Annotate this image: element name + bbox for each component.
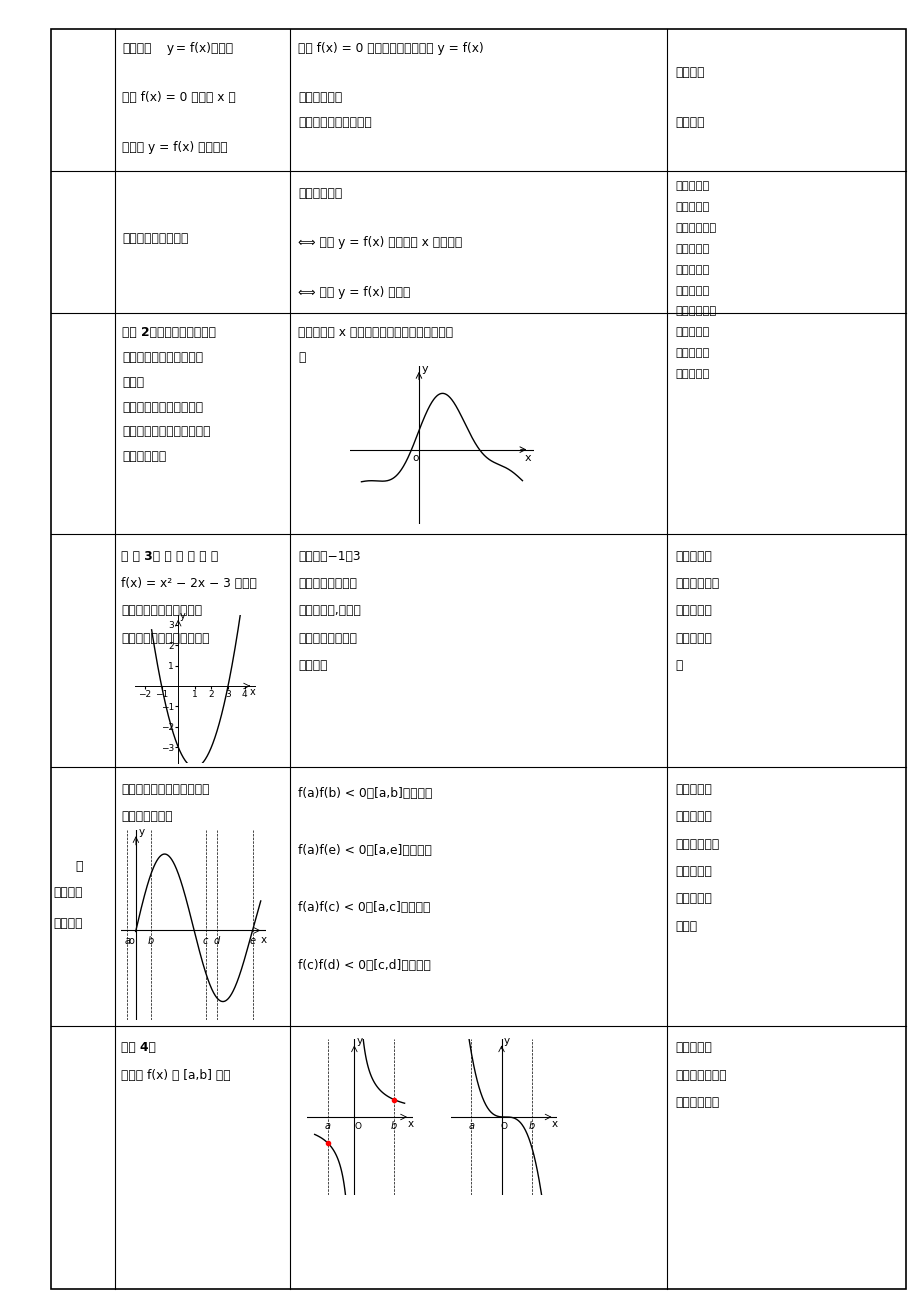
Text: b: b [391,1121,397,1130]
Text: 论: 论 [675,659,682,672]
Text: 提炼方法: 提炼方法 [53,917,83,930]
Text: 数图象，让他分析一下函数: 数图象，让他分析一下函数 [122,426,210,439]
Text: f(c)f(d) < 0，[c,d]上无零点: f(c)f(d) < 0，[c,d]上无零点 [298,958,431,971]
Text: 点吗？: 点吗？ [122,376,144,389]
Text: 从二次函数: 从二次函数 [675,783,711,796]
Text: y: y [138,827,144,837]
Text: O: O [500,1122,507,1130]
Text: 做函数 y = f(x) 的零点。: 做函数 y = f(x) 的零点。 [122,141,228,154]
Text: o: o [412,453,418,464]
Text: x: x [407,1120,413,1129]
Text: 探究情境，让: 探究情境，让 [675,577,719,590]
Text: 探究判定: 探究判定 [53,885,83,898]
Text: x: x [249,687,255,697]
Text: 对于函数: 对于函数 [122,42,152,55]
Text: 学生自己发: 学生自己发 [675,604,711,617]
Text: 区间的扩大,端点函: 区间的扩大,端点函 [298,604,361,617]
Text: 零点存在的: 零点存在的 [675,892,711,905]
Text: a: a [124,936,130,947]
Text: 互转化这一: 互转化这一 [675,285,709,296]
Text: 点: 点 [298,352,305,365]
Text: f(a)f(b) < 0，[a,b]上有零点: f(a)f(b) < 0，[a,b]上有零点 [298,786,432,799]
Text: 拓展到一般: 拓展到一般 [675,810,711,823]
Text: x: x [524,453,531,464]
Text: 你能给你的同桌画一个函: 你能给你的同桌画一个函 [122,401,203,414]
Text: 破函数零点: 破函数零点 [675,243,709,254]
Text: y: y [357,1036,363,1046]
Text: 找到零点−1，3: 找到零点−1，3 [298,549,360,562]
Text: 问题 2：你能从下列函数图: 问题 2：你能从下列函数图 [122,327,216,340]
Text: 点，进一步突: 点，进一步突 [675,223,715,233]
Text: 观察归纳: 观察归纳 [675,66,704,79]
Text: f(x) = x² − 2x − 3 的零点: f(x) = x² − 2x − 3 的零点 [121,577,256,590]
Text: 给学生提供: 给学生提供 [675,549,711,562]
Text: 对比，加深对: 对比，加深对 [675,1096,719,1109]
Text: ⟺ 函数 y = f(x) 有零点: ⟺ 函数 y = f(x) 有零点 [298,285,411,298]
Text: 函数的零点是数不是点: 函数的零点是数不是点 [298,116,372,129]
Text: 若函数 f(x) 在 [a,b] 上满: 若函数 f(x) 在 [a,b] 上满 [121,1069,231,1082]
Text: 利用具体图: 利用具体图 [675,1042,711,1055]
Text: 难点。加深学: 难点。加深学 [675,306,715,316]
Text: 在哪个区间内？并讨论区: 在哪个区间内？并讨论区 [121,604,202,617]
Text: b: b [528,1121,534,1130]
Text: 变成同号: 变成同号 [298,659,327,672]
Text: 三: 三 [75,859,83,872]
Text: d: d [213,936,220,947]
Text: 数值的符号由异号: 数值的符号由异号 [298,631,357,644]
Text: 现并归纳结: 现并归纳结 [675,631,711,644]
Text: 的零点个数？: 的零点个数？ [122,450,166,464]
Text: o: o [129,936,134,947]
Text: y: y [504,1036,510,1046]
Text: c: c [203,936,208,947]
Text: 函数图象与 x 轴有几个交点，函数就有几个零: 函数图象与 x 轴有几个交点，函数就有几个零 [298,327,453,340]
Text: 否具有一般性？: 否具有一般性？ [121,810,173,823]
Text: 生对方程的: 生对方程的 [675,327,709,337]
Text: a: a [324,1121,331,1130]
Text: 观察下图，思考上述规律是: 观察下图，思考上述规律是 [121,783,210,796]
Text: 条件。: 条件。 [675,919,697,932]
Text: f(a)f(c) < 0，[a,c]上有零点: f(a)f(c) < 0，[a,c]上有零点 [298,901,430,914]
Text: 问题 4：: 问题 4： [121,1042,156,1055]
Text: 点的理解。: 点的理解。 [675,368,709,379]
Text: 辨析讨论，深化关系: 辨析讨论，深化关系 [122,232,188,245]
Text: y: y [163,42,174,55]
Text: f(a)f(e) < 0，[a,e]上有零点: f(a)f(e) < 0，[a,e]上有零点 [298,844,432,857]
Text: O: O [354,1122,360,1130]
Text: = f(x)，我们: = f(x)，我们 [172,42,233,55]
Text: x: x [260,935,267,945]
Text: 形成概念: 形成概念 [675,116,704,129]
Text: 把使 f(x) = 0 的实数 x 叫: 把使 f(x) = 0 的实数 x 叫 [122,91,235,104]
Text: b: b [147,936,153,947]
Text: 间端点函数值的符号关系。: 间端点函数值的符号关系。 [121,631,210,644]
Text: 利用函数图: 利用函数图 [675,181,709,191]
Text: a: a [468,1121,474,1130]
Text: 象中分析出函数有几个零: 象中分析出函数有几个零 [122,352,203,365]
Text: 函数，让学生: 函数，让学生 [675,837,719,850]
Text: 方程有实数根: 方程有实数根 [298,186,342,199]
Text: 归纳出函数: 归纳出函数 [675,865,711,878]
Text: 象直观的特: 象直观的特 [675,202,709,212]
Text: 所在的区间，随着: 所在的区间，随着 [298,577,357,590]
Text: 根与函数零: 根与函数零 [675,348,709,358]
Text: 与方程根相: 与方程根相 [675,264,709,275]
Text: ⟺ 函数 y = f(x) 的图象与 x 轴有交点: ⟺ 函数 y = f(x) 的图象与 x 轴有交点 [298,236,462,249]
Text: 像，通过观察、: 像，通过观察、 [675,1069,726,1082]
Text: 是否存在零点: 是否存在零点 [298,91,342,104]
Text: 方程 f(x) = 0 是否有解等价于函数 y = f(x): 方程 f(x) = 0 是否有解等价于函数 y = f(x) [298,42,483,55]
Text: 问 题 3： 请 找 出 函 数: 问 题 3： 请 找 出 函 数 [121,549,218,562]
Text: x: x [551,1120,558,1129]
Text: y: y [180,611,186,621]
Text: y: y [421,365,427,374]
Text: e: e [250,936,255,947]
